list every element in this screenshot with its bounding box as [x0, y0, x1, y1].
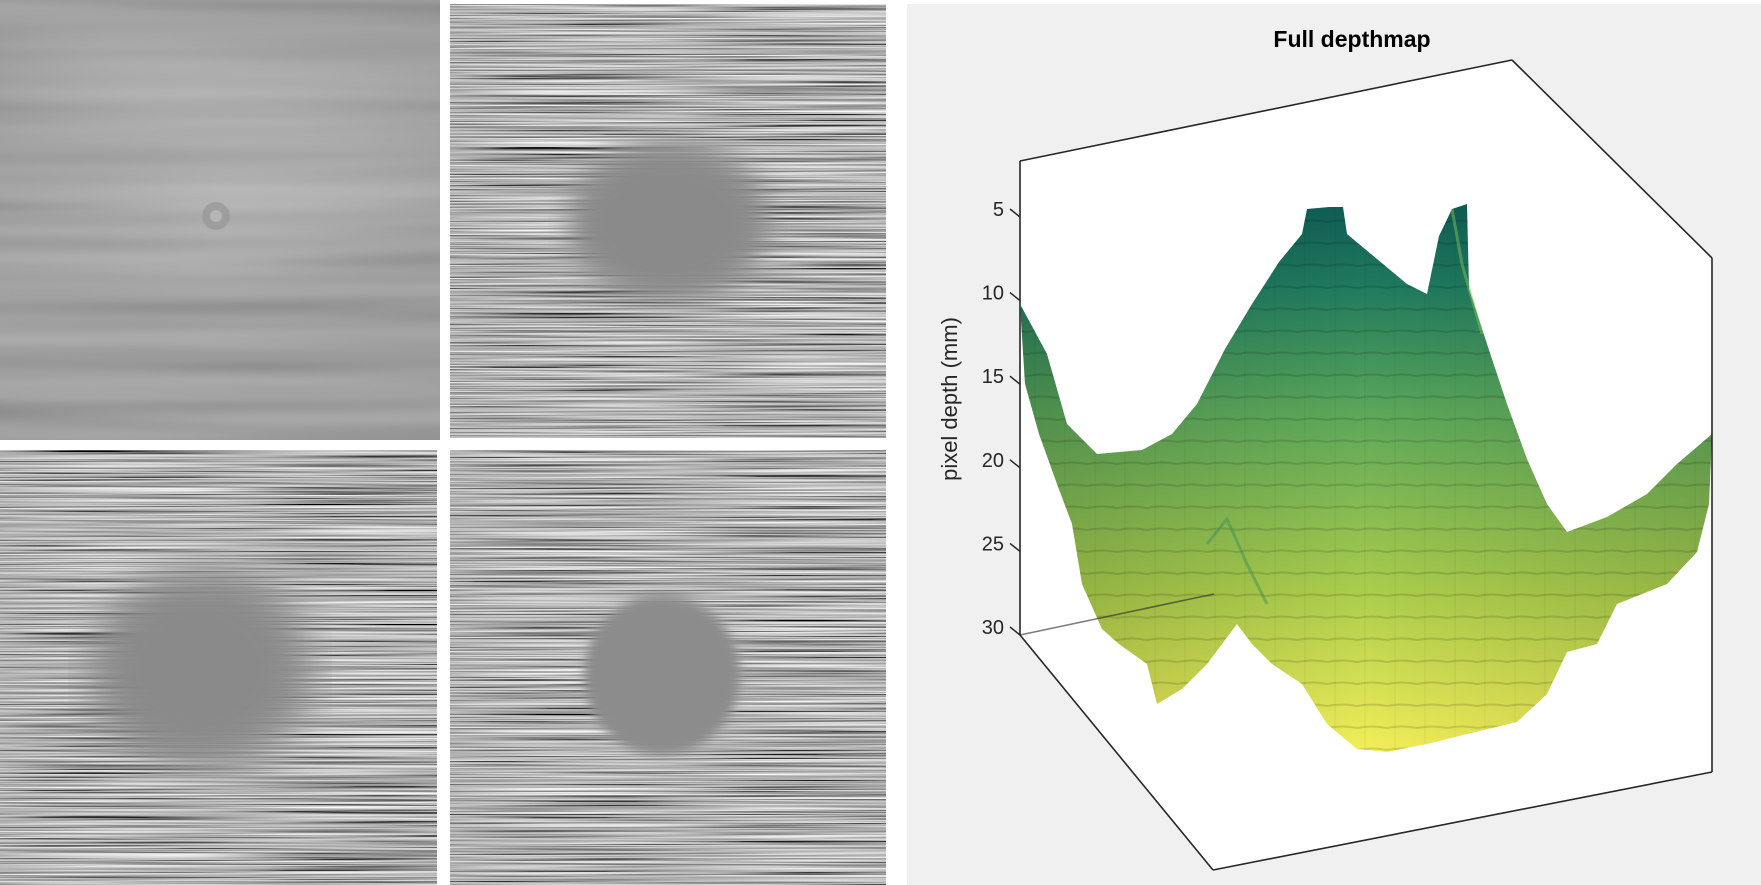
- z-axis-label: pixel depth (mm): [937, 317, 962, 481]
- z-tick-5: [1009, 208, 1021, 218]
- depthmap-figure: 5 10 15 20 25 30 Full depthmap pixel depth (m…: [907, 4, 1761, 885]
- depth-surface: [1020, 204, 1712, 752]
- z-tick-label-15: 15: [982, 366, 1004, 388]
- z-tick-label-10: 10: [982, 283, 1004, 305]
- z-tick-label-25: 25: [982, 533, 1004, 555]
- z-tick-15: [1009, 375, 1021, 385]
- axes-box-front: [1019, 258, 1713, 871]
- z-tick-label-30: 30: [982, 617, 1004, 639]
- z-tick-20: [1009, 459, 1021, 469]
- focus-image-2: [450, 4, 886, 438]
- plot-title: Full depthmap: [1273, 26, 1430, 52]
- axes-box-back: [1019, 59, 1713, 635]
- depthmap-plot: 5 10 15 20 25 30 Full depthmap pixel depth (m…: [937, 26, 1713, 871]
- focus-image-1: [0, 0, 440, 440]
- z-tick-25: [1009, 542, 1021, 552]
- z-tick-10: [1009, 292, 1021, 302]
- z-tick-label-5: 5: [993, 199, 1004, 221]
- z-axis-ticks: 5 10 15 20 25 30: [982, 199, 1021, 639]
- z-tick-label-20: 20: [982, 450, 1004, 472]
- focus-image-3: [0, 450, 437, 885]
- focus-image-4: [450, 450, 886, 885]
- z-tick-30: [1009, 626, 1021, 636]
